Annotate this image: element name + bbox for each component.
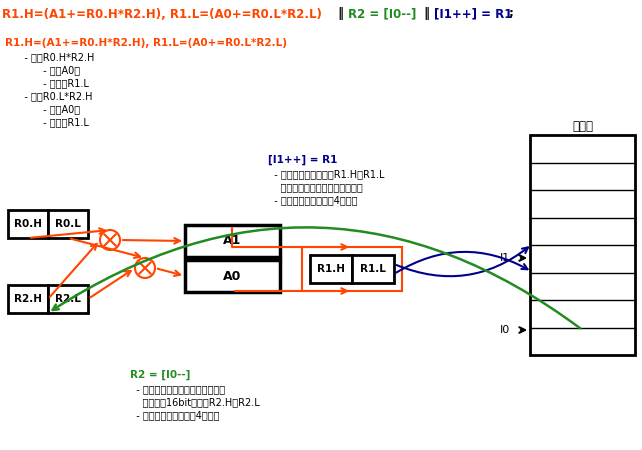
Text: [I1++] = R1: [I1++] = R1 xyxy=(434,8,512,21)
Text: R2 = [I0--]: R2 = [I0--] xyxy=(130,370,191,380)
FancyBboxPatch shape xyxy=(530,135,635,355)
Text: R1.H=(A1+=R0.H*R2.H), R1.L=(A0+=R0.L*R2.L): R1.H=(A1+=R0.H*R2.H), R1.L=(A0+=R0.L*R2.… xyxy=(5,38,287,48)
Text: R0.H: R0.H xyxy=(14,219,42,229)
Text: - 加到A0上: - 加到A0上 xyxy=(15,65,80,75)
FancyBboxPatch shape xyxy=(48,210,88,238)
FancyBboxPatch shape xyxy=(8,285,48,313)
Text: R2.L: R2.L xyxy=(55,294,81,304)
FancyBboxPatch shape xyxy=(185,225,280,257)
Text: - 相乘R0.L*R2.H: - 相乘R0.L*R2.H xyxy=(15,91,92,101)
Text: - 递增指针寄存器减少4个字节: - 递增指针寄存器减少4个字节 xyxy=(130,410,220,420)
Text: - 使用下一条指令，从存儲器内容: - 使用下一条指令，从存儲器内容 xyxy=(130,384,225,394)
Text: A1: A1 xyxy=(223,234,241,248)
FancyBboxPatch shape xyxy=(352,255,394,283)
Text: R1.H=(A1+=R0.H*R2.H), R1.L=(A0+=R0.L*R2.L): R1.H=(A1+=R0.H*R2.H), R1.L=(A0+=R0.L*R2.… xyxy=(2,8,322,21)
Text: - 使用下一条指令，将R1.H和R1.L: - 使用下一条指令，将R1.H和R1.L xyxy=(268,169,385,179)
Text: R0.L: R0.L xyxy=(55,219,81,229)
Text: R2.H: R2.H xyxy=(14,294,42,304)
Text: - 递增指针寄存器增加4个字节: - 递增指针寄存器增加4个字节 xyxy=(268,195,358,205)
Text: R2 = [I0--]: R2 = [I0--] xyxy=(348,8,417,21)
Text: 存储器: 存储器 xyxy=(572,121,593,134)
Text: ;: ; xyxy=(508,8,513,21)
Text: 加载两个16bit寄存器R2.H和R2.L: 加载两个16bit寄存器R2.H和R2.L xyxy=(130,397,260,407)
Text: ‖: ‖ xyxy=(420,8,434,21)
Text: ‖: ‖ xyxy=(334,8,348,21)
Text: R1.H: R1.H xyxy=(317,264,345,274)
FancyBboxPatch shape xyxy=(8,210,48,238)
Text: I1: I1 xyxy=(500,253,510,263)
Text: - 存儲到R1.L: - 存儲到R1.L xyxy=(15,117,89,127)
FancyBboxPatch shape xyxy=(310,255,352,283)
FancyBboxPatch shape xyxy=(185,260,280,292)
Text: [I1++] = R1: [I1++] = R1 xyxy=(268,155,338,165)
Text: - 相乘R0.H*R2.H: - 相乘R0.H*R2.H xyxy=(15,52,94,62)
Text: A0: A0 xyxy=(223,270,241,283)
FancyBboxPatch shape xyxy=(48,285,88,313)
Text: I0: I0 xyxy=(500,325,510,335)
Text: 两个寄存器的内容存儲到存儲器: 两个寄存器的内容存儲到存儲器 xyxy=(268,182,363,192)
Text: - 加到A0上: - 加到A0上 xyxy=(15,104,80,114)
Text: - 存儲到R1.L: - 存儲到R1.L xyxy=(15,78,89,88)
Text: R1.L: R1.L xyxy=(360,264,386,274)
